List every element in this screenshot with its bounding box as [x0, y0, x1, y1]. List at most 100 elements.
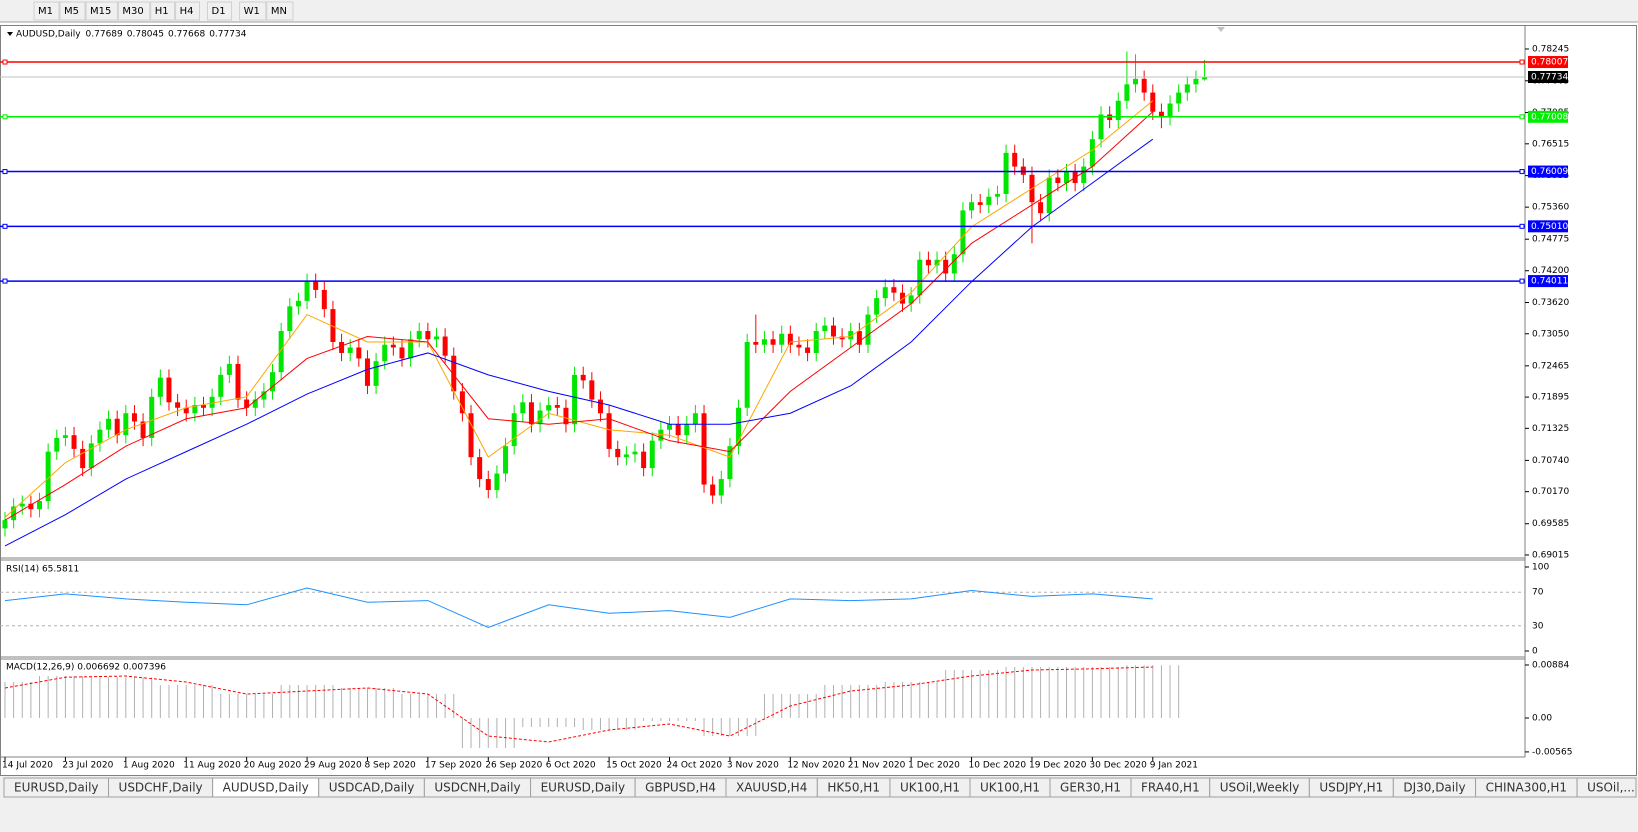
candle-body: [727, 446, 733, 480]
y-tick-label: 0.75360: [1532, 203, 1569, 213]
y-tick-label: 0.71895: [1532, 393, 1569, 403]
candle-body: [166, 377, 172, 403]
timeframe-button[interactable]: MN: [266, 1, 294, 21]
x-tick-label: 19 Dec 2020: [1029, 761, 1087, 771]
candle-body: [580, 374, 586, 381]
timeframe-label: MN: [271, 6, 287, 17]
level-handle: [2, 169, 8, 175]
candle-body: [408, 339, 414, 359]
symbol-tab[interactable]: UK100,H1: [889, 777, 971, 798]
candle-body: [114, 418, 120, 436]
candle-body: [882, 287, 888, 299]
tab-box: [1576, 777, 1637, 798]
symbol-tab[interactable]: USDCNH,Daily: [423, 777, 532, 798]
rsi-line: [4, 587, 1153, 629]
candle-body: [848, 331, 854, 340]
timeframe-button[interactable]: D1: [207, 1, 233, 21]
level-label-bg: [1528, 110, 1568, 123]
candle-body: [511, 413, 517, 447]
candle-body: [261, 391, 267, 400]
tab-label: UK100,H1: [900, 781, 960, 795]
candle-body: [969, 202, 975, 211]
candle-body: [994, 193, 1000, 197]
candle-body: [270, 372, 276, 392]
symbol-tab[interactable]: GER30,H1: [1049, 777, 1132, 798]
candle-body: [856, 331, 862, 345]
candle-body: [287, 306, 293, 332]
candle-body: [710, 484, 716, 496]
level-handle: [1519, 59, 1525, 65]
moving-average: [4, 138, 1154, 547]
timeframe-box: [33, 1, 60, 21]
candle-body: [304, 281, 310, 301]
x-tick-label: 3 Nov 2020: [727, 761, 779, 771]
toolbar: [0, 0, 1638, 22]
candle-body: [597, 399, 603, 414]
symbol-tab[interactable]: AUDUSD,Daily: [212, 777, 320, 798]
level-handle: [1519, 278, 1525, 284]
timeframe-label: H1: [155, 6, 169, 17]
candle-body: [244, 399, 250, 408]
symbol-tab[interactable]: GBPUSD,H4: [634, 777, 727, 798]
symbol-tab[interactable]: DJ30,Daily: [1392, 777, 1477, 798]
tab-label: DJ30,Daily: [1403, 781, 1465, 795]
candle-body: [416, 331, 422, 340]
candle-body: [80, 448, 86, 469]
candle-body: [528, 402, 534, 425]
symbol-tab[interactable]: EURUSD,Daily: [530, 777, 636, 798]
macd-signal-line: [4, 666, 1153, 743]
candle-body: [1115, 100, 1121, 120]
candle-body: [183, 407, 189, 414]
candle-body: [1193, 78, 1199, 85]
timeframe-button[interactable]: M15: [85, 1, 118, 21]
symbol-tab[interactable]: USDCHF,Daily: [108, 777, 214, 798]
ohlc-value: 0.77734: [209, 30, 246, 40]
timeframe-button[interactable]: M30: [117, 1, 151, 21]
candle-body: [54, 437, 60, 452]
timeframe-button[interactable]: H1: [150, 1, 176, 21]
symbol-tab[interactable]: CHINA300,H1: [1475, 777, 1578, 798]
tab-label: USDCAD,Daily: [329, 781, 415, 795]
tab-label: GER30,H1: [1060, 781, 1121, 795]
candle-body: [37, 500, 43, 510]
y-tick-label: 0.00: [1532, 714, 1552, 724]
y-tick-label: 0.00884: [1532, 660, 1569, 670]
candle-body: [1133, 78, 1139, 85]
candle-body: [537, 410, 543, 425]
symbol-tab[interactable]: FRA40,H1: [1130, 777, 1211, 798]
x-tick-label: 17 Sep 2020: [425, 761, 482, 771]
candle-body: [874, 298, 880, 315]
symbol-tab[interactable]: USOil,...: [1576, 777, 1637, 798]
symbol-menu-arrow[interactable]: [7, 32, 13, 36]
candle-body: [658, 429, 664, 441]
x-tick-label: 8 Sep 2020: [364, 761, 416, 771]
timeframe-box: [150, 1, 176, 21]
timeframe-button[interactable]: W1: [239, 1, 267, 21]
candle-body: [736, 407, 742, 447]
symbol-tab[interactable]: USDJPY,H1: [1308, 777, 1394, 798]
timeframe-button[interactable]: M1: [33, 1, 60, 21]
symbol-tab[interactable]: UK100,H1: [969, 777, 1051, 798]
timeframe-label: D1: [212, 6, 226, 17]
candle-body: [192, 405, 198, 414]
timeframe-button[interactable]: M5: [59, 1, 86, 21]
symbol-tab[interactable]: XAUUSD,H4: [725, 777, 818, 798]
candle-body: [1081, 166, 1087, 184]
symbol-tab[interactable]: EURUSD,Daily: [3, 777, 110, 798]
panel-title: MACD(12,26,9) 0.006692 0.007396: [6, 663, 166, 673]
candle-body: [1184, 84, 1190, 93]
level-handle: [1519, 169, 1525, 175]
candle-body: [434, 336, 439, 340]
timeframe-label: H4: [180, 6, 194, 17]
timeframe-button[interactable]: H4: [175, 1, 200, 21]
candle-body: [908, 295, 914, 304]
x-tick-label: 26 Sep 2020: [485, 761, 542, 771]
symbol-tab[interactable]: USOil,Weekly: [1209, 777, 1310, 798]
tab-label: AUDUSD,Daily: [223, 781, 309, 795]
candle-body: [1089, 139, 1095, 167]
symbol-tab[interactable]: USDCAD,Daily: [318, 777, 425, 798]
candle-body: [667, 424, 673, 430]
y-tick-label: 0.70170: [1532, 487, 1569, 497]
candle-body: [1141, 78, 1147, 93]
symbol-tab[interactable]: HK50,H1: [816, 777, 891, 798]
